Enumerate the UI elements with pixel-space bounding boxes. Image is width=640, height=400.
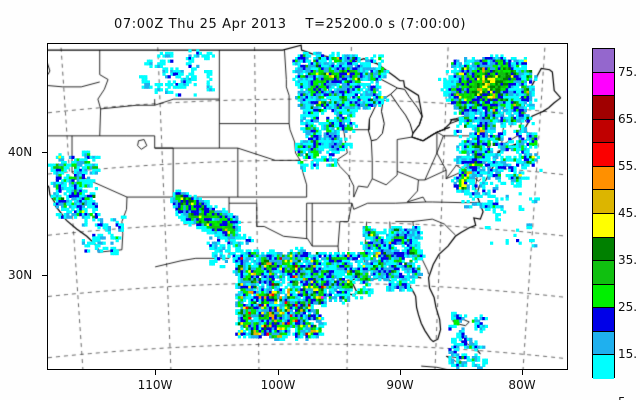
x-tick-mark [400,370,401,375]
x-tick-mark [522,370,523,375]
y-tick-mark [42,152,47,153]
color-band [593,143,614,167]
color-scale-tick-label: 15. [618,347,638,362]
color-scale-tick-label: 35. [618,253,638,268]
y-axis-label: 40N [8,145,33,159]
color-band [593,49,614,73]
x-axis-label: 110W [137,378,173,392]
color-band [593,119,614,144]
color-scale-tick-label: 55. [618,158,638,173]
color-band [593,355,614,379]
x-tick-mark [278,370,279,375]
x-axis-label: 100W [260,378,296,392]
x-axis-label: 80W [508,378,536,392]
color-scale-bar [592,48,615,379]
x-tick-mark [155,370,156,375]
color-band [593,284,614,309]
color-band [593,190,614,214]
precipitation-layer [48,44,567,369]
color-band [593,96,614,120]
color-band [593,331,614,356]
color-scale-tick-label: 75. [618,64,638,79]
y-axis-label: 30N [8,268,33,282]
y-tick-mark [42,275,47,276]
color-band [593,261,614,285]
color-band [593,166,614,191]
color-band [593,237,614,262]
color-band [593,214,614,238]
color-scale-tick-label: 65. [618,111,638,126]
map-plot-area [47,43,568,370]
color-scale-tick-label: 25. [618,300,638,315]
color-band [593,308,614,332]
color-scale-tick-label: 5. [618,395,629,400]
figure-title: 07:00Z Thu 25 Apr 2013 T=25200.0 s (7:00… [113,17,467,32]
color-band [593,72,614,97]
color-scale-tick-label: 45. [618,206,638,220]
x-axis-label: 90W [386,378,414,392]
